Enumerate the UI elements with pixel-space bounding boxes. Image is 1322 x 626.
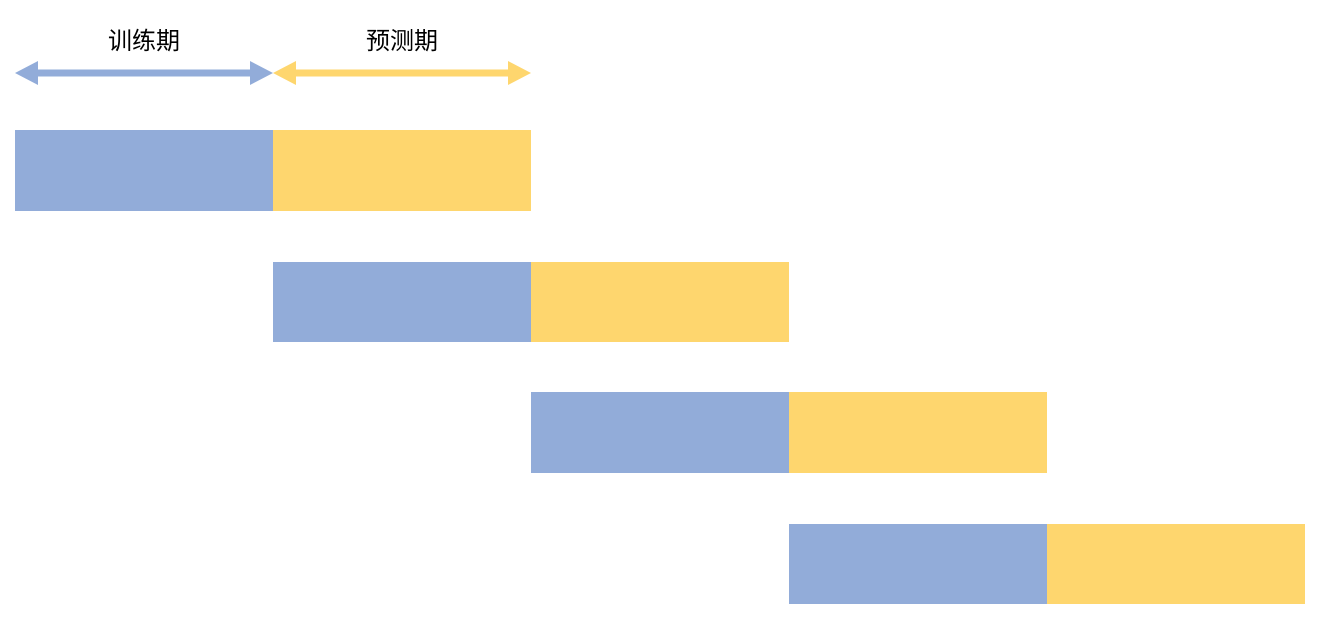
window-3-training-block [531,392,789,473]
window-2-training-block [273,262,531,342]
prediction-period-label: 预测期 [366,27,438,55]
window-2-prediction-block [531,262,789,342]
training-period-label: 训练期 [108,27,180,55]
window-1-prediction-block [273,130,531,211]
window-3-prediction-block [789,392,1047,473]
window-1-training-block [15,130,273,211]
training-period-arrow [15,61,273,85]
window-4-prediction-block [1047,524,1305,604]
window-4-training-block [789,524,1047,604]
prediction-period-arrow [273,61,531,85]
